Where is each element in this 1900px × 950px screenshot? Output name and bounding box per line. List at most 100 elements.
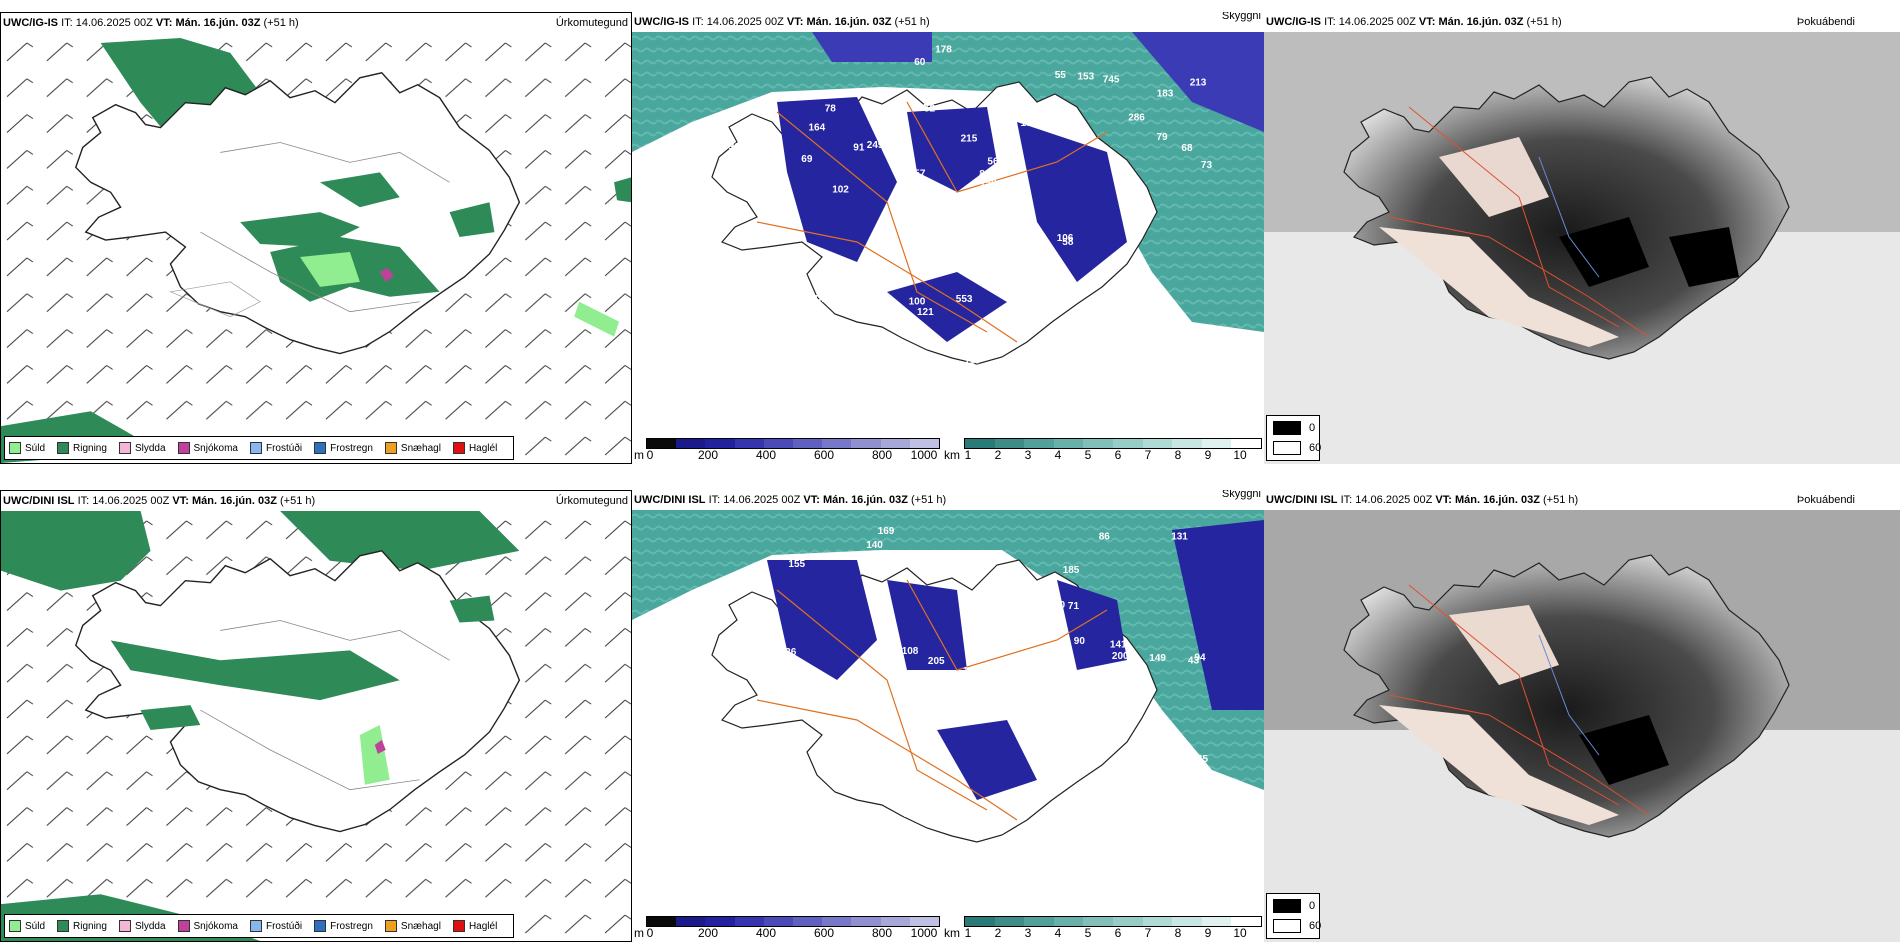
model-name: UWC/IG-IS [3,17,58,29]
it-label: IT: [61,17,73,29]
legend-label: Haglél [468,920,498,932]
tick-label: 0 [646,926,654,940]
legend-label: Frostregn [330,920,373,932]
panel-header: UWC/IG-IS IT: 14.06.2025 00Z VT: Mán. 16… [1,13,631,33]
legend-item: Slydda [118,920,166,932]
cloud-base-label: 88 [979,169,991,180]
swatch [177,920,190,932]
legend-item: Haglél [452,442,497,454]
cloud-base-label: 55 [999,838,1011,849]
cloud-base-label: 46 [928,790,940,801]
vt-label: VT: [1418,16,1436,28]
cloudbase-colorbar: m 0 200 400 600 800 1000 [632,436,942,464]
cloud-base-label: 213 [1190,77,1207,88]
cloud-base-label: 233 [1037,251,1054,262]
cloud-base-label: 83 [946,825,958,836]
panel-title: Úrkomutegund [555,17,628,29]
cloud-base-label: 73 [1201,160,1213,171]
legend-item: Frostúði [249,442,303,454]
tick-label: 1000 [910,926,938,940]
cloudbase-colorbar: m 0 200 400 600 800 1000 [632,914,942,942]
cloud-base-label: 141 [1110,639,1127,650]
cloud-base-label: 200 [1112,651,1129,662]
tick-label: 8 [1174,448,1182,462]
panel-header: UWC/DINI ISL IT: 14.06.2025 00Z VT: Mán.… [632,490,1264,510]
legend-label: 60 [1309,442,1322,454]
panel-title: Skyggni [1221,12,1261,22]
cloud-base-label: 627 [899,204,916,215]
cloud-base-label: 57 [823,740,835,751]
cloud-base-label: 114 [808,294,825,305]
swatch [452,920,465,932]
model-name: UWC/DINI ISL [1266,494,1338,506]
cloud-base-label: 80 [1001,585,1013,596]
cloud-base-label: 68 [1181,143,1193,154]
legend-label: Súld [25,442,46,454]
swatch [384,442,397,454]
cloud-base-label: 66 [813,311,825,322]
legend-item: Frostregn [314,920,373,932]
tick-label: 6 [1114,448,1122,462]
cloud-base-label: 286 [1128,113,1145,124]
cloud-base-label: 56 [987,157,999,168]
legend-item: Frostúði [249,920,303,932]
tick-label: 600 [813,448,835,462]
it-label: IT: [1324,16,1336,28]
cloud-base-label: 155 [788,559,805,570]
cloud-base-label: 205 [928,656,945,667]
vt-value: Mán. 16.jún. 03Z [1454,494,1540,506]
cloud-base-label: 55 [1055,70,1067,81]
cloud-base-label: 578 [772,275,789,286]
fog-legend: 0 60 [1266,415,1322,461]
legend-label: Frostúði [265,442,303,454]
cloud-base-label: 249 [867,140,884,151]
swatch [1273,899,1301,913]
it-label: IT: [708,494,721,506]
cloud-base-label: 106 [1057,233,1074,244]
swatch [57,920,70,932]
vt-value: Mán. 16.jún. 03Z [806,16,892,28]
panel-header: UWC/IG-IS IT: 14.06.2025 00Z VT: Mán. 16… [632,12,1264,32]
lead-time: (+51 h) [1542,494,1579,506]
tick-label: 6 [1114,926,1122,940]
cloud-base-label: 60 [748,575,760,586]
it-label: IT: [77,495,90,507]
panel-title: Úrkomutegund [555,495,628,507]
tick-label: 200 [697,448,719,462]
tick-label: 800 [871,926,893,940]
model-name: UWC/DINI ISL [634,494,706,506]
precip-legend: Súld Rigning Slydda Snjókoma Frostúði Fr… [4,914,515,938]
tick-label: 2 [994,926,1002,940]
cloud-base-label: 215 [961,134,978,145]
cloud-base-label: 91 [853,142,865,153]
it-label: IT: [692,16,704,28]
lead-time: (+51 h) [894,16,930,28]
tick-label: 3 [1024,448,1032,462]
fog-legend: 0 60 [1266,893,1321,939]
vt-label: VT: [803,494,820,506]
cloud-base-label: 46 [828,273,840,284]
cloud-base-label: 60 [914,57,926,68]
cloud-base-label: 122 [912,102,929,113]
cloud-base-label: 149 [1033,830,1050,841]
it-value: 14.06.2025 00Z [75,17,153,29]
cloud-base-label: 108 [902,646,919,657]
tick-label: 400 [755,926,777,940]
it-value: 14.06.2025 00Z [723,494,801,506]
legend-label: Frostúði [265,920,303,932]
panel-header: UWC/DINI ISL IT: 14.06.2025 00Z VT: Mán.… [1264,490,1900,510]
swatch [9,442,21,454]
cloud-base-label: 79 [1157,132,1169,143]
cloud-base-label: 58 [1062,237,1074,248]
panel-title: Þokuábendi [1796,494,1855,506]
panel-title: Skyggni [1221,490,1261,500]
cloud-panel-top: UWC/IG-IS IT: 14.06.2025 00Z VT: Mán. 16… [632,12,1264,464]
cloud-base-label: 69 [801,154,813,165]
tick-label: 1000 [910,448,938,462]
lead-time: (+51 h) [1526,16,1562,28]
vt-value: Mán. 16.jún. 03Z [175,17,261,29]
cloud-base-label: 101 [741,345,758,356]
swatch [452,442,465,454]
tick-label: 7 [1144,448,1152,462]
vt-label: VT: [1435,494,1452,506]
